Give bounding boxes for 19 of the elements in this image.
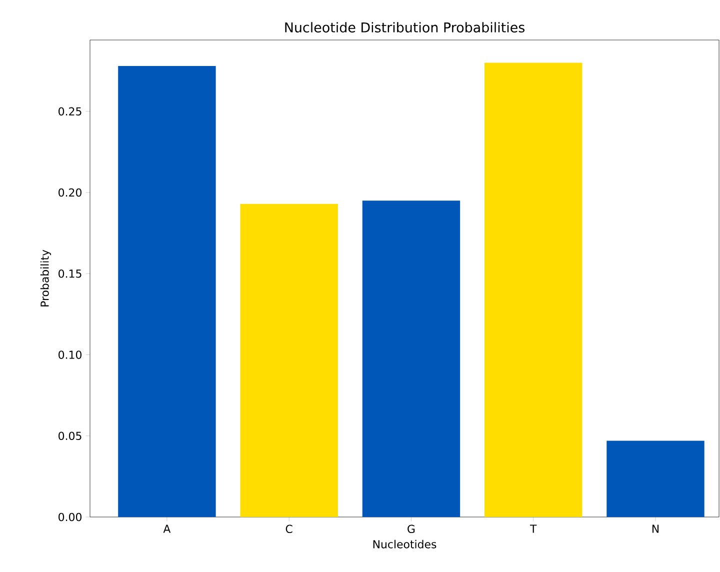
x-tick-label: G [408,524,415,534]
x-tick-label: N [652,524,659,533]
y-tick-label: 0.05 [58,432,82,440]
bar [484,62,582,517]
x-tick-label: T [530,524,537,533]
bar [240,204,338,517]
y-tick-label: 0.15 [58,269,82,278]
y-tick-label: 0.20 [58,188,82,197]
bar [606,440,704,517]
x-tick-label: A [163,524,171,533]
bar [118,66,216,517]
bar [362,200,460,517]
y-tick-label: 0.25 [58,107,82,116]
x-axis-title: Nucleotides [373,540,436,548]
y-tick-label: 0.10 [58,350,82,359]
y-tick-label: 0.00 [58,512,82,522]
x-tick-label: C [286,524,292,534]
y-axis-title: Probability [40,250,51,306]
chart-title: Nucleotide Distribution Probabilities [285,22,525,32]
